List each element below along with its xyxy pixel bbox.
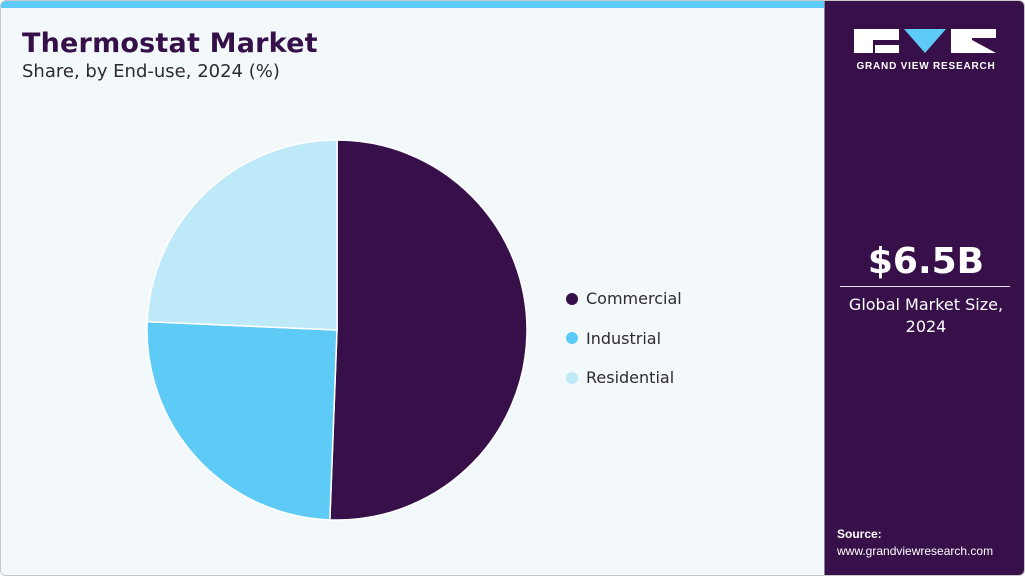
brand-name: GRAND VIEW RESEARCH bbox=[856, 61, 996, 72]
gvr-logo-icon bbox=[854, 29, 996, 53]
market-size-value: $6.5B bbox=[867, 241, 985, 282]
market-size-label: Global Market Size, 2024 bbox=[825, 294, 1024, 338]
sidebar: GRAND VIEW RESEARCH $6.5B Global Market … bbox=[824, 1, 1024, 575]
divider bbox=[840, 286, 1010, 287]
market-size-label-line2: 2024 bbox=[905, 317, 947, 336]
legend-label: Industrial bbox=[586, 328, 662, 348]
legend-dot-icon bbox=[566, 292, 578, 305]
legend: Commercial Industrial Residential bbox=[566, 279, 682, 398]
chart-subtitle: Share, by End-use, 2024 (%) bbox=[22, 61, 280, 82]
legend-label: Residential bbox=[586, 368, 675, 388]
source-link[interactable]: www.grandviewresearch.com bbox=[837, 544, 994, 558]
legend-dot-icon bbox=[566, 332, 578, 345]
legend-item-residential: Residential bbox=[566, 358, 682, 398]
legend-item-industrial: Industrial bbox=[566, 319, 682, 359]
chart-panel: Thermostat Market Share, by End-use, 202… bbox=[1, 1, 824, 575]
source-label: Source: bbox=[837, 527, 882, 541]
legend-item-commercial: Commercial bbox=[566, 279, 682, 319]
pie-slice-industrial bbox=[146, 320, 338, 521]
pie-slice-commercial bbox=[329, 139, 528, 521]
legend-label: Commercial bbox=[586, 289, 682, 309]
legend-dot-icon bbox=[566, 371, 578, 384]
accent-bar bbox=[1, 1, 824, 8]
chart-title: Thermostat Market bbox=[22, 28, 318, 59]
pie-chart bbox=[146, 139, 528, 521]
pie-slice-residential bbox=[146, 139, 338, 331]
market-size-label-line1: Global Market Size, bbox=[848, 295, 1004, 314]
